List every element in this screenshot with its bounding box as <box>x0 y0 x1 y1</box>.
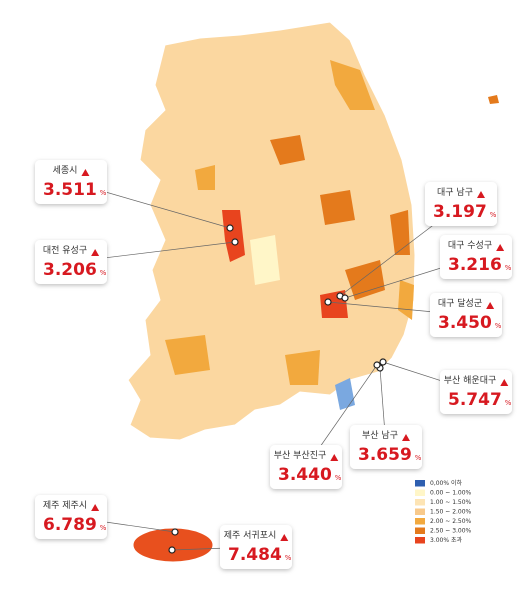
location-dot <box>231 238 239 246</box>
legend-swatch <box>415 537 425 544</box>
region-name: 부산 남구 <box>362 430 398 441</box>
callout-box <box>35 240 107 284</box>
callout-box <box>270 445 342 489</box>
region-name: 부산 해운대구 <box>444 375 497 386</box>
region-name: 대구 달성군 <box>438 297 482 309</box>
legend-swatch <box>415 489 425 496</box>
region-darker <box>330 60 375 110</box>
legend-swatch <box>415 499 425 506</box>
up-triangle <box>81 169 90 176</box>
unit: % <box>490 211 497 219</box>
mainland <box>127 21 416 441</box>
legend-label: 0.00 ~ 1.00% <box>430 490 472 497</box>
up-triangle <box>280 534 289 541</box>
location-dot <box>379 358 387 366</box>
up-triangle <box>401 434 410 441</box>
region-darker <box>320 190 355 225</box>
region-darker <box>320 290 348 318</box>
ulleungdo <box>488 95 499 104</box>
legend: 0,00% 이하 0.00 ~ 1.00% 1.00 ~ 1.50% 1.50 ~ 2… <box>415 479 472 544</box>
callout-box <box>35 160 107 204</box>
up-triangle <box>500 379 509 386</box>
region-name: 제주 제주시 <box>43 500 87 511</box>
callouts: 세종시 3.511 % 대전 유성구 3.206 % 대구 남구 3.197 % 대구 수성구 3.… <box>35 160 512 569</box>
change-value: 3.440 <box>278 465 332 485</box>
region-name: 부산 부산진구 <box>274 450 327 461</box>
region-darker <box>285 350 320 385</box>
region-darker <box>270 135 305 165</box>
up-triangle <box>496 244 505 251</box>
region-darker <box>222 210 245 262</box>
region-name: 대전 유성구 <box>43 245 87 256</box>
location-dot <box>168 546 176 554</box>
legend-label: 1.50 ~ 2.00% <box>430 509 472 516</box>
change-value: 3.450 <box>438 313 492 333</box>
region-name: 대구 수성구 <box>448 240 492 251</box>
location-dot <box>373 361 381 369</box>
change-value: 5.747 <box>448 390 502 410</box>
legend-swatch <box>415 518 425 525</box>
region-darker <box>390 210 410 255</box>
legend-label: 3.00% 초과 <box>430 536 462 544</box>
change-value: 6.789 <box>43 515 97 535</box>
location-dot <box>324 298 332 306</box>
region-name: 대구 남구 <box>437 187 473 198</box>
unit: % <box>415 454 422 462</box>
callout-box <box>350 425 422 469</box>
region-darker <box>345 260 385 300</box>
location-dot <box>226 224 234 232</box>
change-value: 7.484 <box>228 545 282 565</box>
legend-label: 2.00 ~ 2.50% <box>430 518 472 525</box>
legend-label: 1.00 ~ 1.50% <box>430 499 472 506</box>
change-value: 3.659 <box>358 445 412 465</box>
callout-box <box>220 525 292 569</box>
busan-blue <box>335 378 355 410</box>
unit: % <box>100 189 107 197</box>
callout-box <box>35 495 107 539</box>
up-triangle <box>486 302 495 309</box>
callout-box <box>425 182 497 226</box>
unit: % <box>285 554 292 562</box>
unit: % <box>335 474 342 482</box>
callout-box <box>440 235 512 279</box>
up-triangle <box>330 454 339 461</box>
unit: % <box>505 399 512 407</box>
up-triangle <box>91 504 100 511</box>
change-value: 3.511 <box>43 180 97 200</box>
region-darker <box>165 335 210 375</box>
legend-swatch <box>415 527 425 534</box>
region-name: 제주 서귀포시 <box>224 530 277 541</box>
jeju-island <box>132 527 214 563</box>
up-triangle <box>91 249 100 256</box>
legend-label: 2.50 ~ 3.00% <box>430 528 472 535</box>
change-value: 3.206 <box>43 260 97 280</box>
location-dot <box>171 528 179 536</box>
change-value: 3.216 <box>448 255 502 275</box>
legend-label: 0,00% 이하 <box>430 479 462 487</box>
unit: % <box>495 322 502 330</box>
unit: % <box>100 524 107 532</box>
location-dot <box>341 294 349 302</box>
region-darker <box>195 165 215 190</box>
change-value: 3.197 <box>433 202 487 222</box>
region-name: 세종시 <box>53 165 78 176</box>
unit: % <box>100 269 107 277</box>
legend-swatch <box>415 480 425 487</box>
callout-box <box>430 293 502 337</box>
up-triangle <box>476 191 485 198</box>
unit: % <box>505 264 512 272</box>
callout-box <box>440 370 512 414</box>
legend-swatch <box>415 508 425 515</box>
region-lighter <box>250 235 280 285</box>
